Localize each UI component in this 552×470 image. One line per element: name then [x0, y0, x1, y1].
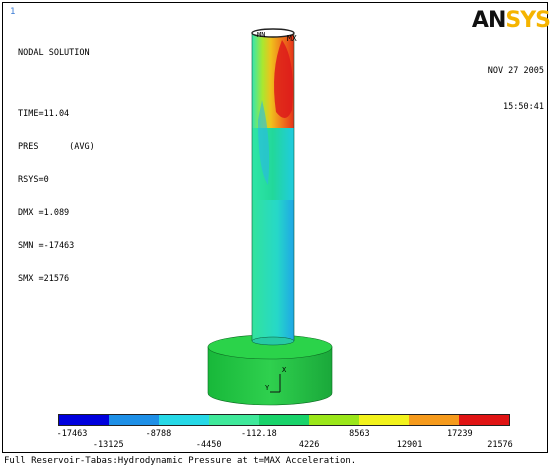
legend-value-label: -17463 [56, 429, 88, 439]
legend-swatch [409, 415, 459, 425]
legend-value-label: 17239 [446, 429, 473, 439]
max-marker: MX [287, 34, 297, 43]
legend-value-label: 4226 [298, 440, 320, 450]
legend-value-label: 21576 [487, 440, 513, 450]
date-time: 15:50:41 [503, 102, 544, 112]
legend-value-label: -4450 [195, 440, 222, 450]
pres-value: PRES (AVG) [18, 142, 95, 152]
legend-swatch [459, 415, 509, 425]
legend-swatch [59, 415, 109, 425]
legend-value-label: -13125 [92, 440, 124, 450]
ansys-logo: ANSYS [471, 8, 551, 33]
axis-triad: X Y [265, 366, 287, 393]
window-number: 1 [10, 7, 16, 17]
solution-info: NODAL SOLUTION TIME=11.04 PRES (AVG) RSY… [18, 26, 95, 296]
time-value: TIME=11.04 [18, 109, 70, 119]
legend-value-label: 12901 [396, 440, 423, 450]
rsys-value: RSYS=0 [18, 175, 49, 185]
date-day: NOV 27 2005 [487, 66, 544, 76]
legend-value-label: -8788 [145, 429, 172, 439]
legend-swatch [359, 415, 409, 425]
legend-swatch [209, 415, 259, 425]
solution-title: NODAL SOLUTION [18, 48, 90, 58]
axis-x-label: X [282, 366, 287, 374]
contour-legend-bar [58, 414, 510, 426]
plot-caption: Full Reservoir-Tabas:Hydrodynamic Pressu… [4, 456, 357, 466]
legend-value-label: -112.18 [240, 429, 277, 439]
graphics-window[interactable] [2, 2, 548, 453]
base-cylinder [207, 334, 333, 406]
smx-value: SMX =21576 [18, 274, 70, 284]
axis-y-label: Y [265, 384, 270, 392]
smn-value: SMN =-17463 [18, 241, 75, 251]
legend-swatch [259, 415, 309, 425]
legend-swatch [109, 415, 159, 425]
dmx-value: DMX =1.089 [18, 208, 70, 218]
legend-swatch [159, 415, 209, 425]
legend-swatch [309, 415, 359, 425]
tower-column [251, 28, 295, 346]
date-stamp: NOV 27 2005 15:50:41 [488, 41, 544, 125]
min-marker: MN [257, 31, 265, 39]
legend-value-label: 8563 [349, 429, 370, 439]
